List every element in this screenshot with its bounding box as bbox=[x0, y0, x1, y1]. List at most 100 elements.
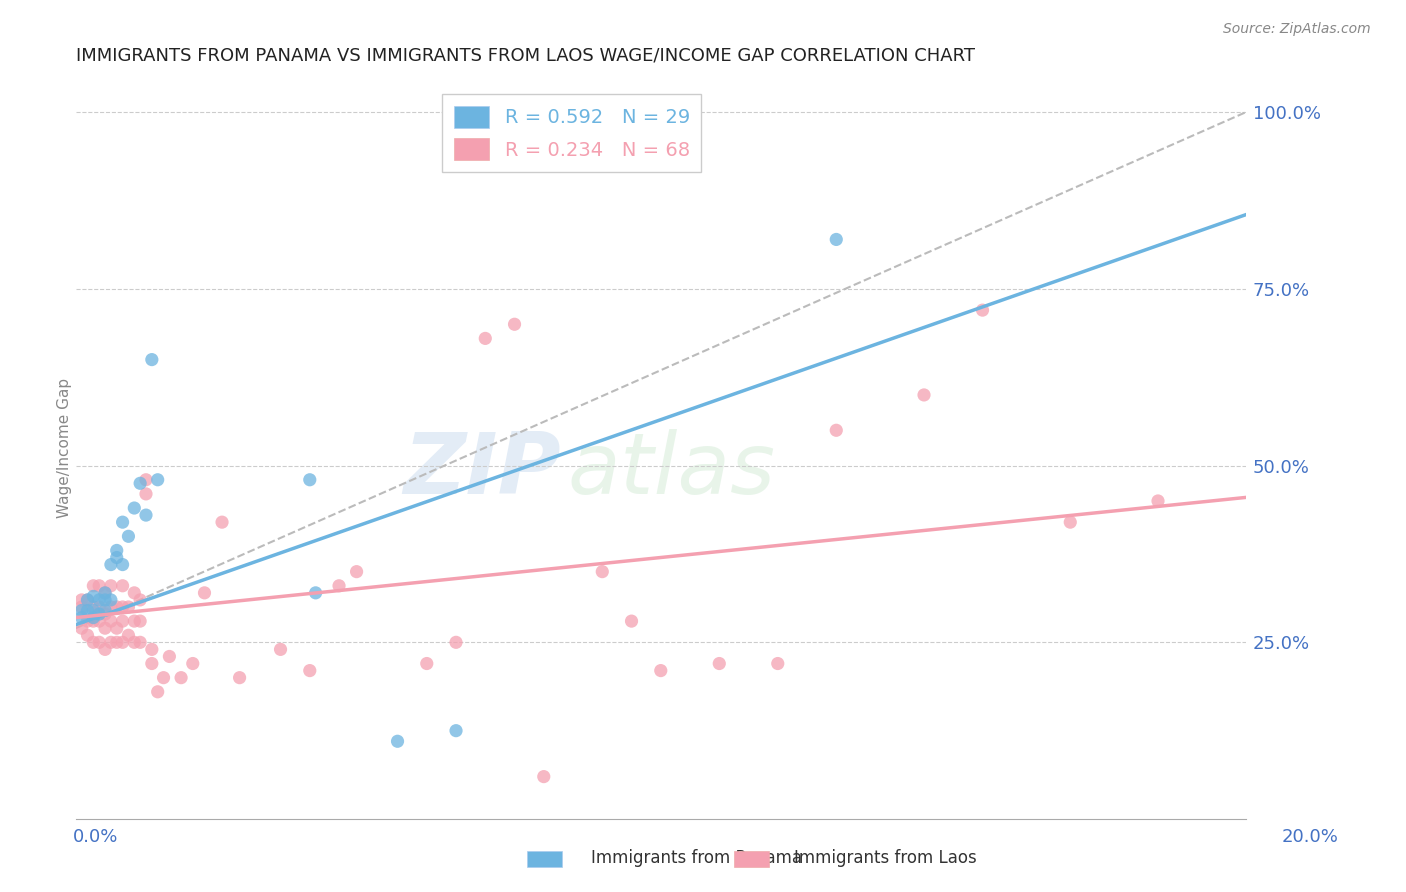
Text: Immigrants from Panama: Immigrants from Panama bbox=[591, 849, 801, 867]
Point bbox=[94, 586, 117, 600]
Point bbox=[135, 473, 157, 487]
Point bbox=[89, 599, 111, 614]
Text: IMMIGRANTS FROM PANAMA VS IMMIGRANTS FROM LAOS WAGE/INCOME GAP CORRELATION CHART: IMMIGRANTS FROM PANAMA VS IMMIGRANTS FRO… bbox=[76, 46, 974, 64]
Point bbox=[100, 614, 122, 628]
Point bbox=[135, 508, 157, 522]
Point bbox=[124, 586, 146, 600]
Point bbox=[620, 614, 643, 628]
Point bbox=[298, 664, 321, 678]
Point bbox=[328, 579, 350, 593]
Point bbox=[141, 642, 163, 657]
Point bbox=[82, 603, 104, 617]
Point bbox=[152, 671, 174, 685]
Point bbox=[416, 657, 439, 671]
Point bbox=[825, 232, 848, 246]
Point bbox=[105, 599, 128, 614]
Point bbox=[117, 628, 139, 642]
Point bbox=[94, 603, 117, 617]
Point bbox=[912, 388, 935, 402]
Point bbox=[76, 614, 98, 628]
Point bbox=[141, 657, 163, 671]
Point bbox=[129, 635, 152, 649]
Point bbox=[100, 635, 122, 649]
Point bbox=[972, 303, 994, 318]
Point bbox=[82, 579, 104, 593]
Point bbox=[298, 473, 321, 487]
Point bbox=[211, 515, 233, 529]
Point bbox=[117, 529, 139, 543]
Point bbox=[129, 476, 152, 491]
Text: Immigrants from Laos: Immigrants from Laos bbox=[794, 849, 977, 867]
Point bbox=[111, 515, 134, 529]
Point bbox=[270, 642, 292, 657]
Point bbox=[82, 599, 104, 614]
Point bbox=[89, 635, 111, 649]
Point bbox=[135, 487, 157, 501]
Point bbox=[76, 603, 98, 617]
Point bbox=[228, 671, 250, 685]
Point bbox=[709, 657, 731, 671]
Point bbox=[129, 593, 152, 607]
Point bbox=[503, 318, 526, 332]
Point bbox=[304, 586, 326, 600]
Point bbox=[70, 610, 93, 624]
Text: ZIP: ZIP bbox=[404, 429, 561, 512]
Point bbox=[76, 628, 98, 642]
Point bbox=[170, 671, 193, 685]
Point bbox=[591, 565, 613, 579]
Point bbox=[444, 723, 467, 738]
Point bbox=[82, 614, 104, 628]
Point bbox=[157, 649, 180, 664]
Point bbox=[111, 635, 134, 649]
Point bbox=[94, 593, 117, 607]
Point bbox=[76, 593, 98, 607]
Point bbox=[474, 331, 496, 345]
Point bbox=[105, 635, 128, 649]
Point bbox=[100, 599, 122, 614]
Point bbox=[124, 501, 146, 516]
Point bbox=[825, 423, 848, 437]
Point bbox=[100, 593, 122, 607]
Text: 20.0%: 20.0% bbox=[1282, 828, 1339, 846]
Point bbox=[141, 352, 163, 367]
Point bbox=[105, 543, 128, 558]
Point bbox=[70, 603, 93, 617]
Point bbox=[1059, 515, 1081, 529]
Point bbox=[82, 610, 104, 624]
Y-axis label: Wage/Income Gap: Wage/Income Gap bbox=[58, 378, 72, 518]
Point bbox=[146, 473, 169, 487]
Point bbox=[89, 579, 111, 593]
Point bbox=[146, 685, 169, 699]
Point bbox=[70, 599, 93, 614]
Point bbox=[111, 614, 134, 628]
Point bbox=[105, 621, 128, 635]
Point bbox=[94, 607, 117, 621]
Point bbox=[94, 642, 117, 657]
Text: Source: ZipAtlas.com: Source: ZipAtlas.com bbox=[1223, 22, 1371, 37]
Point bbox=[105, 550, 128, 565]
Point bbox=[82, 635, 104, 649]
Point bbox=[111, 579, 134, 593]
Point bbox=[89, 614, 111, 628]
Point bbox=[1147, 494, 1170, 508]
Point bbox=[387, 734, 409, 748]
Point bbox=[100, 579, 122, 593]
Point bbox=[111, 599, 134, 614]
Point bbox=[533, 770, 555, 784]
Point bbox=[766, 657, 789, 671]
Point bbox=[650, 664, 672, 678]
Point bbox=[89, 593, 111, 607]
Point bbox=[181, 657, 204, 671]
Point bbox=[444, 635, 467, 649]
Point bbox=[82, 590, 104, 604]
Point bbox=[94, 621, 117, 635]
Point bbox=[111, 558, 134, 572]
Point bbox=[346, 565, 368, 579]
Point bbox=[129, 614, 152, 628]
Point bbox=[89, 607, 111, 621]
Point bbox=[117, 599, 139, 614]
Point bbox=[94, 586, 117, 600]
Point bbox=[193, 586, 215, 600]
Point bbox=[124, 635, 146, 649]
Point bbox=[76, 593, 98, 607]
